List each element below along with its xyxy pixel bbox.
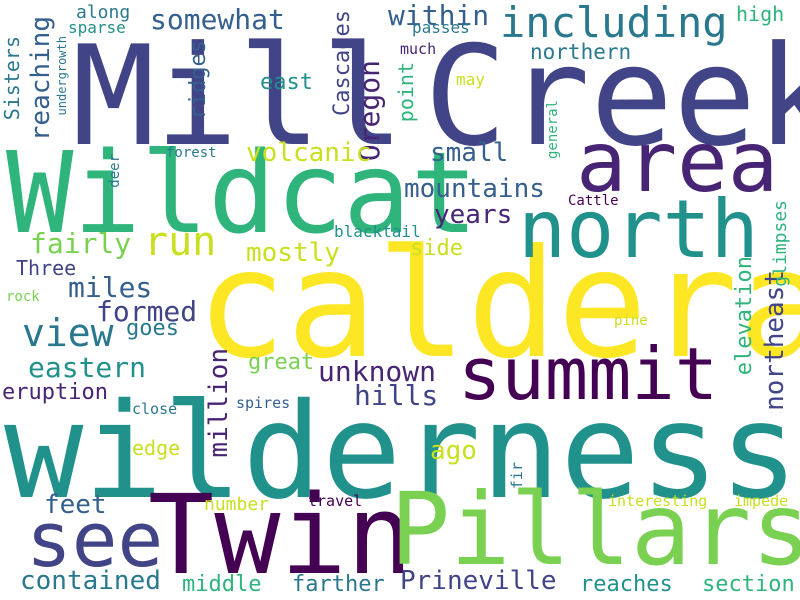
word-hills: hills: [354, 379, 439, 412]
word-general: general: [545, 100, 561, 160]
word-somewhat: somewhat: [150, 3, 285, 36]
word-northeast: northeast: [760, 270, 790, 411]
word-cascades: Cascades: [330, 10, 355, 116]
word-view: view: [22, 311, 114, 355]
word-fir: fir: [508, 462, 526, 490]
word-area: area: [576, 113, 779, 211]
word-farther: farther: [292, 572, 385, 597]
word-wildcat: Wildcat: [6, 129, 479, 259]
word-pine: pine: [614, 313, 648, 329]
word-mountains: mountains: [404, 174, 545, 204]
word-years: years: [434, 200, 513, 230]
word-eastern: eastern: [28, 351, 147, 384]
word-reaching: reaching: [26, 16, 56, 142]
word-miles: miles: [68, 271, 153, 304]
word-sisters: Sisters: [0, 36, 24, 121]
word-northern: northern: [530, 40, 632, 64]
word-eruption: eruption: [2, 380, 108, 405]
word-ridges: ridges: [186, 40, 211, 120]
word-unknown: unknown: [318, 355, 437, 388]
word-ago: ago: [430, 436, 477, 466]
word-pillars: Pillars: [390, 471, 800, 588]
word-contained: contained: [20, 566, 161, 596]
word-edge: edge: [132, 436, 181, 460]
word-along: along: [76, 2, 131, 23]
word-feet: feet: [44, 490, 107, 520]
word-deer: deer: [107, 154, 123, 188]
word-east: east: [260, 70, 313, 95]
word-spires: spires: [236, 394, 291, 412]
word-caldera: caldera: [196, 218, 800, 392]
word-rock: rock: [6, 289, 40, 305]
word-run: run: [144, 219, 217, 265]
word-prineville: Prineville: [400, 566, 557, 596]
word-mill: Mill: [72, 16, 405, 177]
word-sparse: sparse: [68, 18, 126, 37]
word-side: side: [410, 236, 463, 261]
word-middle: middle: [182, 572, 262, 597]
word-much: much: [400, 40, 437, 58]
word-twin: Twin: [148, 471, 413, 599]
word-travel: travel: [308, 492, 363, 510]
word-point: point: [394, 62, 418, 123]
word-blacktail: blacktail: [334, 222, 421, 241]
word-cattle: Cattle: [568, 193, 619, 209]
word-elevation: elevation: [732, 256, 757, 376]
word-creek: Creek: [424, 16, 800, 177]
word-including: including: [500, 0, 728, 47]
word-glimpses: glimpses: [770, 200, 791, 287]
word-number: number: [204, 494, 270, 515]
word-formed: formed: [96, 295, 198, 328]
word-impede: impede: [734, 492, 789, 510]
word-summit: summit: [458, 332, 719, 416]
word-close: close: [132, 400, 178, 418]
word-mostly: mostly: [246, 238, 340, 268]
word-passes: passes: [412, 18, 470, 37]
word-wilderness: wilderness: [4, 375, 799, 529]
word-small: small: [430, 138, 509, 168]
word-high: high: [736, 2, 785, 26]
word-north: north: [518, 183, 759, 276]
word-interesting: interesting: [608, 492, 708, 510]
word-fairly: fairly: [30, 227, 132, 260]
word-forest: forest: [166, 145, 217, 161]
word-goes: goes: [126, 316, 179, 341]
word-section: section: [702, 572, 795, 597]
word-volcanic: volcanic: [246, 138, 372, 168]
word-within: within: [388, 0, 490, 32]
word-reaches: reaches: [580, 572, 673, 597]
word-million: million: [204, 348, 234, 458]
word-see: see: [26, 495, 164, 584]
word-undergrowth: undergrowth: [55, 36, 69, 116]
word-may: may: [456, 70, 485, 89]
word-three: Three: [16, 256, 77, 280]
word-great: great: [248, 350, 315, 375]
